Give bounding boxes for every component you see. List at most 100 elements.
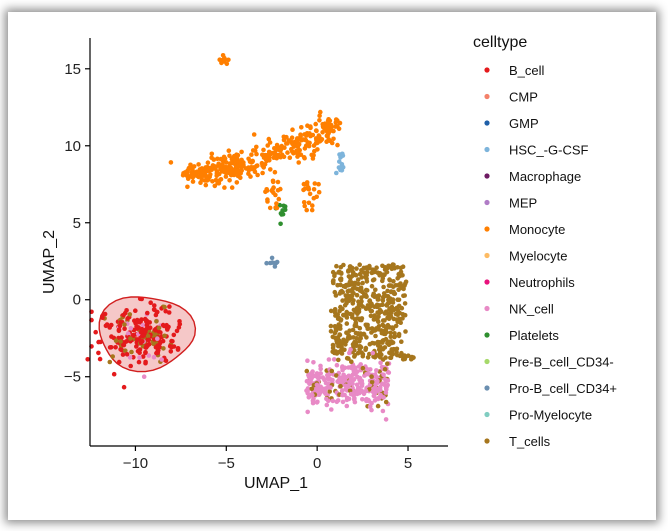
point-t-cells [355, 277, 361, 282]
point-monocyte [270, 179, 276, 185]
point-nk-cell [315, 399, 320, 405]
point-t-cells [372, 269, 378, 274]
point-monocyte [192, 170, 198, 176]
point-b-cell [130, 332, 136, 338]
point-monocyte [264, 158, 270, 164]
point-b-cell [122, 310, 128, 316]
point-t-cells [387, 277, 392, 282]
point-nk-cell [351, 368, 357, 374]
point-t-cells [391, 279, 396, 284]
point-monocyte [222, 185, 227, 190]
point-b-cell [118, 347, 123, 352]
point-t-cells [354, 292, 360, 298]
point-nk-cell [369, 407, 374, 413]
point-t-cells [346, 268, 351, 273]
point-t-cells [342, 302, 348, 308]
point-monocyte [190, 179, 196, 184]
point-t-cells [365, 355, 371, 360]
point-t-cells [347, 279, 353, 285]
point-t-cells [128, 336, 133, 341]
point-b-cell [85, 357, 90, 362]
points-layer [85, 53, 416, 422]
point-monocyte [190, 175, 196, 180]
point-monocyte [262, 153, 268, 158]
point-monocyte [265, 199, 270, 204]
point-b-cell [174, 328, 180, 334]
point-nk-cell [331, 357, 337, 362]
point-monocyte [272, 169, 278, 175]
point-nk-cell [352, 397, 357, 402]
point-t-cells [340, 298, 345, 303]
point-nk-cell [348, 347, 353, 352]
point-nk-cell [375, 378, 380, 384]
point-monocyte [267, 140, 273, 145]
legend-swatch [484, 411, 490, 418]
point-b-cell [122, 326, 127, 332]
point-b-cell [143, 329, 148, 335]
x-tick-label: −10 [123, 455, 148, 472]
point-t-cells [395, 265, 400, 270]
point-t-cells [110, 354, 115, 359]
point-monocyte [267, 205, 273, 211]
point-monocyte [234, 156, 240, 161]
point-nk-cell [127, 355, 133, 360]
point-monocyte [222, 57, 227, 62]
point-b-cell [97, 356, 103, 362]
point-b-cell [143, 360, 148, 366]
point-monocyte [306, 132, 312, 137]
point-t-cells [354, 286, 360, 292]
point-monocyte [246, 156, 251, 162]
point-monocyte [214, 173, 219, 178]
point-b-cell [104, 322, 110, 327]
point-t-cells [336, 322, 342, 327]
point-t-cells [374, 265, 379, 270]
point-t-cells [336, 357, 341, 363]
point-monocyte [319, 137, 325, 142]
point-t-cells [370, 293, 376, 298]
point-monocyte [310, 156, 316, 161]
point-t-cells [345, 311, 351, 316]
point-t-cells [368, 308, 374, 314]
point-monocyte [255, 163, 260, 168]
point-t-cells [129, 349, 134, 355]
point-platelets [278, 221, 283, 227]
point-t-cells [359, 287, 364, 293]
point-t-cells [368, 313, 374, 319]
point-nk-cell [325, 376, 330, 381]
point-monocyte [308, 124, 313, 129]
point-pro-b-cell-cd34- [270, 260, 275, 265]
point-nk-cell [374, 368, 379, 373]
point-b-cell [163, 308, 168, 314]
point-nk-cell [344, 395, 350, 401]
point-monocyte [311, 195, 317, 201]
point-monocyte [226, 148, 232, 153]
point-b-cell [143, 349, 148, 355]
point-t-cells [389, 266, 395, 272]
point-monocyte [252, 169, 258, 175]
point-monocyte [234, 152, 239, 157]
point-t-cells [390, 352, 396, 357]
y-ticks: −5 0 5 10 15 [64, 61, 90, 386]
point-nk-cell [334, 399, 340, 405]
point-t-cells [396, 287, 401, 293]
point-t-cells [338, 276, 344, 281]
point-monocyte [218, 156, 224, 162]
point-monocyte [196, 170, 201, 175]
point-monocyte [316, 189, 322, 195]
point-t-cells [382, 318, 387, 323]
legend-item: CMP [484, 90, 538, 105]
point-t-cells [383, 355, 388, 360]
point-t-cells [354, 266, 359, 271]
point-monocyte [299, 125, 304, 130]
point-monocyte [254, 151, 259, 157]
legend-swatch [484, 385, 490, 391]
point-t-cells [351, 341, 356, 347]
point-t-cells [373, 333, 378, 339]
point-t-cells [154, 319, 159, 324]
point-monocyte [274, 142, 280, 148]
legend-swatch [484, 67, 490, 73]
point-t-cells [380, 329, 386, 335]
point-monocyte [335, 142, 340, 148]
point-b-cell [155, 309, 160, 315]
point-monocyte [203, 182, 209, 188]
